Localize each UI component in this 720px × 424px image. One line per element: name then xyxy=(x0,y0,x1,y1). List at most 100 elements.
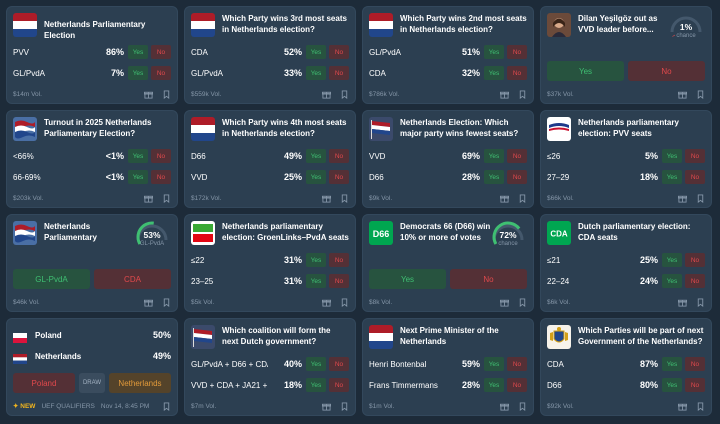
yes-button[interactable]: Yes xyxy=(306,253,326,267)
bookmark-icon[interactable] xyxy=(695,297,705,307)
no-button[interactable]: No xyxy=(507,357,527,371)
yes-button[interactable]: Yes xyxy=(306,378,326,392)
market-card[interactable]: Which coalition will form the next Dutch… xyxy=(184,318,356,416)
yes-button[interactable]: Yes xyxy=(306,170,326,184)
yes-button[interactable]: Yes xyxy=(484,357,504,371)
poland-button[interactable]: Poland xyxy=(13,373,75,393)
market-card[interactable]: Which Party wins 4th most seats in Nethe… xyxy=(184,110,356,208)
yes-button[interactable]: Yes xyxy=(128,149,148,163)
no-button[interactable]: No xyxy=(628,61,705,81)
no-button[interactable]: No xyxy=(507,45,527,59)
bookmark-icon[interactable] xyxy=(517,89,527,99)
draw-button[interactable]: DRAW xyxy=(79,373,105,393)
bookmark-icon[interactable] xyxy=(339,401,349,411)
no-button[interactable]: No xyxy=(329,274,349,288)
gift-icon[interactable] xyxy=(677,401,687,411)
gift-icon[interactable] xyxy=(677,89,687,99)
bookmark-icon[interactable] xyxy=(695,89,705,99)
bookmark-icon[interactable] xyxy=(161,297,171,307)
market-card[interactable]: Turnout in 2025 Netherlands Parliamentar… xyxy=(6,110,178,208)
market-card[interactable]: Dilan Yeşilgöz out as VVD leader before.… xyxy=(540,6,712,104)
market-card[interactable]: Netherlands Parliamentary Election PVV 86%… xyxy=(6,6,178,104)
market-card[interactable]: Poland 50% Netherlands 49% Poland DRAW Netherl… xyxy=(6,318,178,416)
market-title[interactable]: Which Party wins 2nd most seats in Nethe… xyxy=(400,14,527,34)
yes-button[interactable]: Yes xyxy=(662,357,682,371)
market-title[interactable]: Which Party wins 3rd most seats in Nethe… xyxy=(222,14,347,34)
bookmark-icon[interactable] xyxy=(517,297,527,307)
gift-icon[interactable] xyxy=(321,89,331,99)
bookmark-icon[interactable] xyxy=(695,401,705,411)
yes-button[interactable]: Yes xyxy=(484,378,504,392)
yes-button[interactable]: Yes xyxy=(547,61,624,81)
market-title[interactable]: Netherlands Parliamentary Election:... xyxy=(44,222,97,242)
yes-button[interactable]: Yes xyxy=(484,66,504,80)
gift-icon[interactable] xyxy=(321,297,331,307)
yes-button[interactable]: Yes xyxy=(484,45,504,59)
market-card[interactable]: Next Prime Minister of the Netherlands He… xyxy=(362,318,534,416)
bookmark-icon[interactable] xyxy=(339,193,349,203)
no-button[interactable]: No xyxy=(329,45,349,59)
yes-button[interactable]: Yes xyxy=(306,274,326,288)
bookmark-icon[interactable] xyxy=(339,297,349,307)
no-button[interactable]: No xyxy=(507,149,527,163)
gift-icon[interactable] xyxy=(499,89,509,99)
no-button[interactable]: No xyxy=(329,357,349,371)
no-button[interactable]: No xyxy=(685,253,705,267)
yes-button[interactable]: Yes xyxy=(484,149,504,163)
yes-button[interactable]: Yes xyxy=(662,274,682,288)
bookmark-icon[interactable] xyxy=(695,193,705,203)
market-card[interactable]: Netherlands Parliamentary Election:... 53… xyxy=(6,214,178,312)
market-title[interactable]: Netherlands parliamentary election: PVV … xyxy=(578,118,679,138)
option-a-button[interactable]: GL-PvdA xyxy=(13,269,90,289)
yes-button[interactable]: Yes xyxy=(306,149,326,163)
market-title[interactable]: Netherlands Election: Which major party … xyxy=(400,118,519,138)
bookmark-icon[interactable] xyxy=(161,89,171,99)
market-card[interactable]: Netherlands parliamentary election: Groe… xyxy=(184,214,356,312)
gift-icon[interactable] xyxy=(143,193,153,203)
market-title[interactable]: Which Parties will be part of next Gover… xyxy=(578,326,704,346)
gift-icon[interactable] xyxy=(143,89,153,99)
bookmark-icon[interactable] xyxy=(517,401,527,411)
market-title[interactable]: Netherlands parliamentary election: Groe… xyxy=(222,222,349,242)
no-button[interactable]: No xyxy=(329,66,349,80)
yes-button[interactable]: Yes xyxy=(662,378,682,392)
gift-icon[interactable] xyxy=(499,297,509,307)
market-title[interactable]: Next Prime Minister of the Netherlands xyxy=(400,326,499,346)
no-button[interactable]: No xyxy=(507,378,527,392)
market-title[interactable]: Democrats 66 (D66) win 10% or more of vo… xyxy=(400,222,491,242)
no-button[interactable]: No xyxy=(685,378,705,392)
market-title[interactable]: Which Party wins 4th most seats in Nethe… xyxy=(222,118,347,138)
no-button[interactable]: No xyxy=(685,149,705,163)
gift-icon[interactable] xyxy=(143,297,153,307)
market-card[interactable]: CDA Dutch parliamentary election: CDA sea… xyxy=(540,214,712,312)
market-title[interactable]: Dutch parliamentary election: CDA seats xyxy=(578,222,691,242)
bookmark-icon[interactable] xyxy=(161,193,171,203)
yes-button[interactable]: Yes xyxy=(306,45,326,59)
market-title[interactable]: Dilan Yeşilgöz out as VVD leader before.… xyxy=(578,14,658,34)
market-card[interactable]: Which Party wins 3rd most seats in Nethe… xyxy=(184,6,356,104)
yes-button[interactable]: Yes xyxy=(128,170,148,184)
yes-button[interactable]: Yes xyxy=(662,253,682,267)
no-button[interactable]: No xyxy=(151,66,171,80)
market-card[interactable]: Netherlands parliamentary election: PVV … xyxy=(540,110,712,208)
no-button[interactable]: No xyxy=(151,45,171,59)
no-button[interactable]: No xyxy=(329,253,349,267)
gift-icon[interactable] xyxy=(677,297,687,307)
yes-button[interactable]: Yes xyxy=(662,170,682,184)
no-button[interactable]: No xyxy=(685,170,705,184)
bookmark-icon[interactable] xyxy=(161,401,171,411)
netherlands-button[interactable]: Netherlands xyxy=(109,373,171,393)
market-card[interactable]: D66 Democrats 66 (D66) win 10% or more of… xyxy=(362,214,534,312)
yes-button[interactable]: Yes xyxy=(306,66,326,80)
no-button[interactable]: No xyxy=(685,274,705,288)
no-button[interactable]: No xyxy=(329,378,349,392)
gift-icon[interactable] xyxy=(321,401,331,411)
market-title[interactable]: Turnout in 2025 Netherlands Parliamentar… xyxy=(44,118,152,138)
no-button[interactable]: No xyxy=(151,149,171,163)
option-b-button[interactable]: CDA xyxy=(94,269,171,289)
yes-button[interactable]: Yes xyxy=(128,45,148,59)
no-button[interactable]: No xyxy=(685,357,705,371)
no-button[interactable]: No xyxy=(329,170,349,184)
market-card[interactable]: Which Party wins 2nd most seats in Nethe… xyxy=(362,6,534,104)
yes-button[interactable]: Yes xyxy=(484,170,504,184)
